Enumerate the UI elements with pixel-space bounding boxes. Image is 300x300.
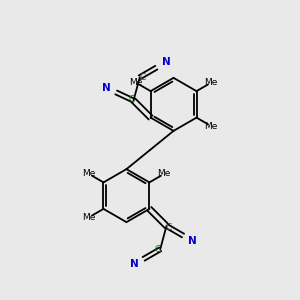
Text: C: C [128,94,134,103]
Text: Me: Me [157,169,171,178]
Text: N: N [130,260,138,269]
Text: Me: Me [82,213,96,222]
Text: Me: Me [204,78,218,87]
Text: Me: Me [129,78,143,87]
Text: C: C [155,245,161,254]
Text: Me: Me [204,122,218,130]
Text: C: C [166,223,172,232]
Text: N: N [102,83,110,93]
Text: N: N [162,57,170,67]
Text: C: C [139,73,145,82]
Text: Me: Me [82,169,96,178]
Text: N: N [188,236,197,246]
